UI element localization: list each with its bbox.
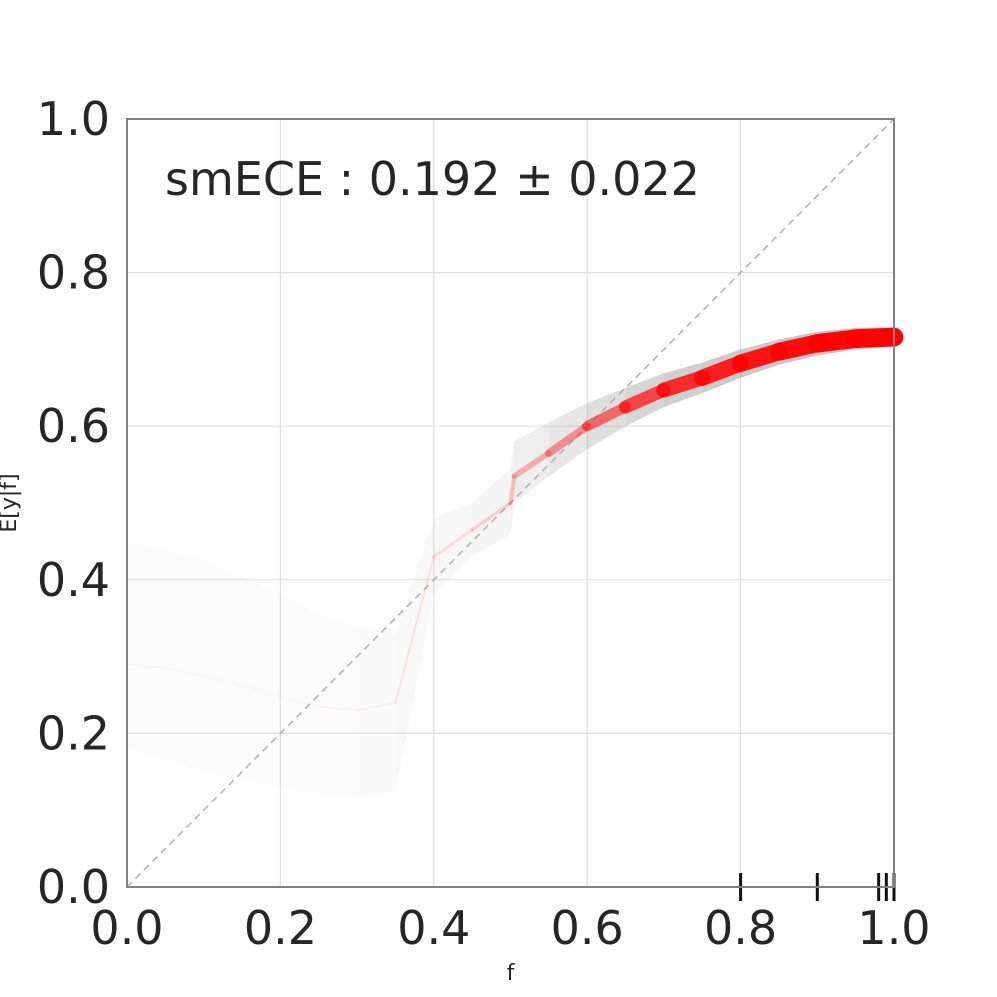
band-segment-1: [165, 549, 203, 772]
y-tick-label-2: 0.4: [37, 553, 110, 607]
curve-segment-12: [544, 422, 592, 457]
curve-segment-10: [508, 473, 517, 506]
x-tick-label-2: 0.4: [397, 901, 470, 955]
x-tick-label-4: 0.8: [704, 901, 777, 955]
band-segment-0: [127, 541, 165, 760]
band-segment-12: [548, 403, 588, 477]
band-segment-2: [204, 561, 242, 780]
curve-segment-20: [846, 327, 904, 349]
calibration-curve: [356, 327, 904, 712]
curve-segment-9: [470, 501, 513, 532]
x-tick-labels: 0.0 0.2 0.4 0.6 0.8 1.0: [90, 901, 930, 955]
y-tick-labels: 0.0 0.2 0.4 0.6 0.8 1.0: [37, 92, 110, 914]
x-tick-label-1: 0.2: [244, 901, 317, 955]
band-segment-6: [357, 626, 395, 799]
x-tick-label-5: 1.0: [857, 901, 930, 955]
x-tick-label-0: 0.0: [90, 901, 163, 955]
band-segment-9: [472, 468, 511, 557]
band-segment-11: [514, 422, 549, 503]
curve-segment-6: [356, 701, 397, 712]
y-tick-label-3: 0.6: [37, 399, 110, 453]
x-axis-label: f: [507, 961, 516, 986]
band-segment-7: [395, 518, 434, 791]
curve-segment-13: [581, 401, 631, 432]
smece-annotation: smECE : 0.192 ± 0.022: [165, 152, 700, 206]
plot-frame: [126, 118, 895, 888]
diagonal-reference-line: [126, 118, 895, 888]
band-segment-8: [433, 503, 473, 596]
y-tick-label-5: 1.0: [37, 92, 110, 146]
curve-segment-11: [511, 450, 552, 479]
band-segment-10: [510, 441, 515, 534]
y-tick-label-4: 0.8: [37, 246, 110, 300]
x-tick-label-3: 0.6: [551, 901, 624, 955]
curve-segment-7: [394, 555, 435, 704]
y-tick-label-1: 0.2: [37, 706, 110, 760]
y-tick-label-0: 0.0: [37, 860, 110, 914]
band-segment-3: [242, 576, 280, 787]
y-axis-label: E[y|f]: [0, 473, 22, 532]
curve-segment-8: [432, 528, 474, 559]
band-segment-4: [280, 595, 318, 795]
confidence-band: [127, 327, 894, 799]
